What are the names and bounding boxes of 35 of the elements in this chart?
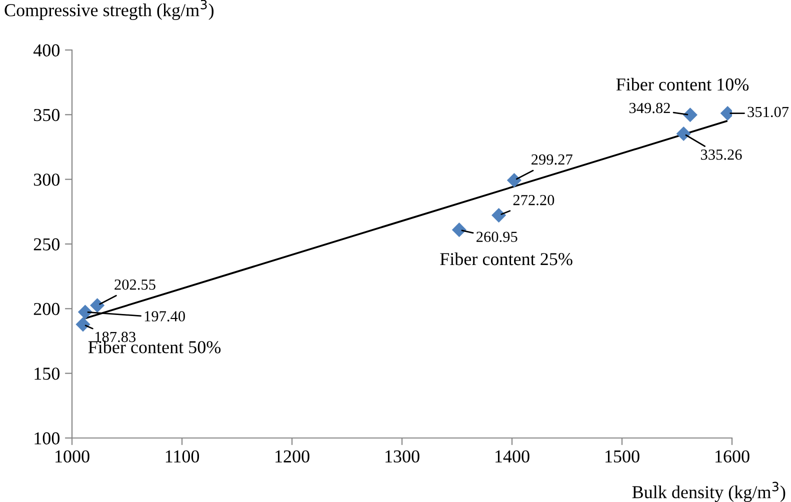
x-tick-label: 1600	[716, 450, 750, 463]
point	[682, 108, 698, 122]
x-tick-label: 1400	[496, 450, 530, 463]
data-label: 197.40	[144, 311, 185, 322]
point	[506, 172, 522, 188]
point	[78, 304, 92, 320]
data-label: 349.82	[629, 102, 670, 114]
y-tick-label: 350	[34, 108, 60, 122]
data-label: 299.27	[532, 154, 572, 165]
data-label: 335.26	[700, 150, 742, 160]
y-tick-label: 300	[34, 174, 60, 186]
point	[452, 222, 466, 238]
y-tick-label: 250	[34, 238, 60, 250]
x-tick-label: 1500	[606, 450, 640, 463]
annotation: Fiber content 25%	[440, 252, 572, 266]
x-tick-label: 1000	[56, 450, 90, 463]
y-tick-label: 100	[34, 432, 60, 444]
x-tick-label: 1100	[166, 450, 200, 463]
annotation: Fiber content 10%	[616, 78, 749, 91]
x-tick-label: 1200	[276, 450, 310, 463]
y-tick-label: 150	[34, 368, 60, 380]
point	[676, 126, 691, 142]
point	[76, 317, 90, 332]
point	[90, 298, 105, 313]
data-label: 187.83	[95, 332, 136, 342]
x-axis-title: Bulk density (kg/m$^{3}$)	[632, 482, 786, 502]
y-axis-title: Compressive stregth (kg/m$^{3}$)	[4, 0, 214, 20]
data-label: 272.20	[513, 194, 554, 206]
y-tick-label: 200	[34, 302, 60, 316]
data-label: 202.55	[114, 279, 156, 290]
x-tick-label: 1300	[386, 450, 420, 463]
data-label: 351.07	[748, 106, 789, 118]
data-label: 260.95	[476, 232, 518, 242]
point	[492, 208, 506, 223]
y-tick-label: 400	[33, 44, 60, 56]
